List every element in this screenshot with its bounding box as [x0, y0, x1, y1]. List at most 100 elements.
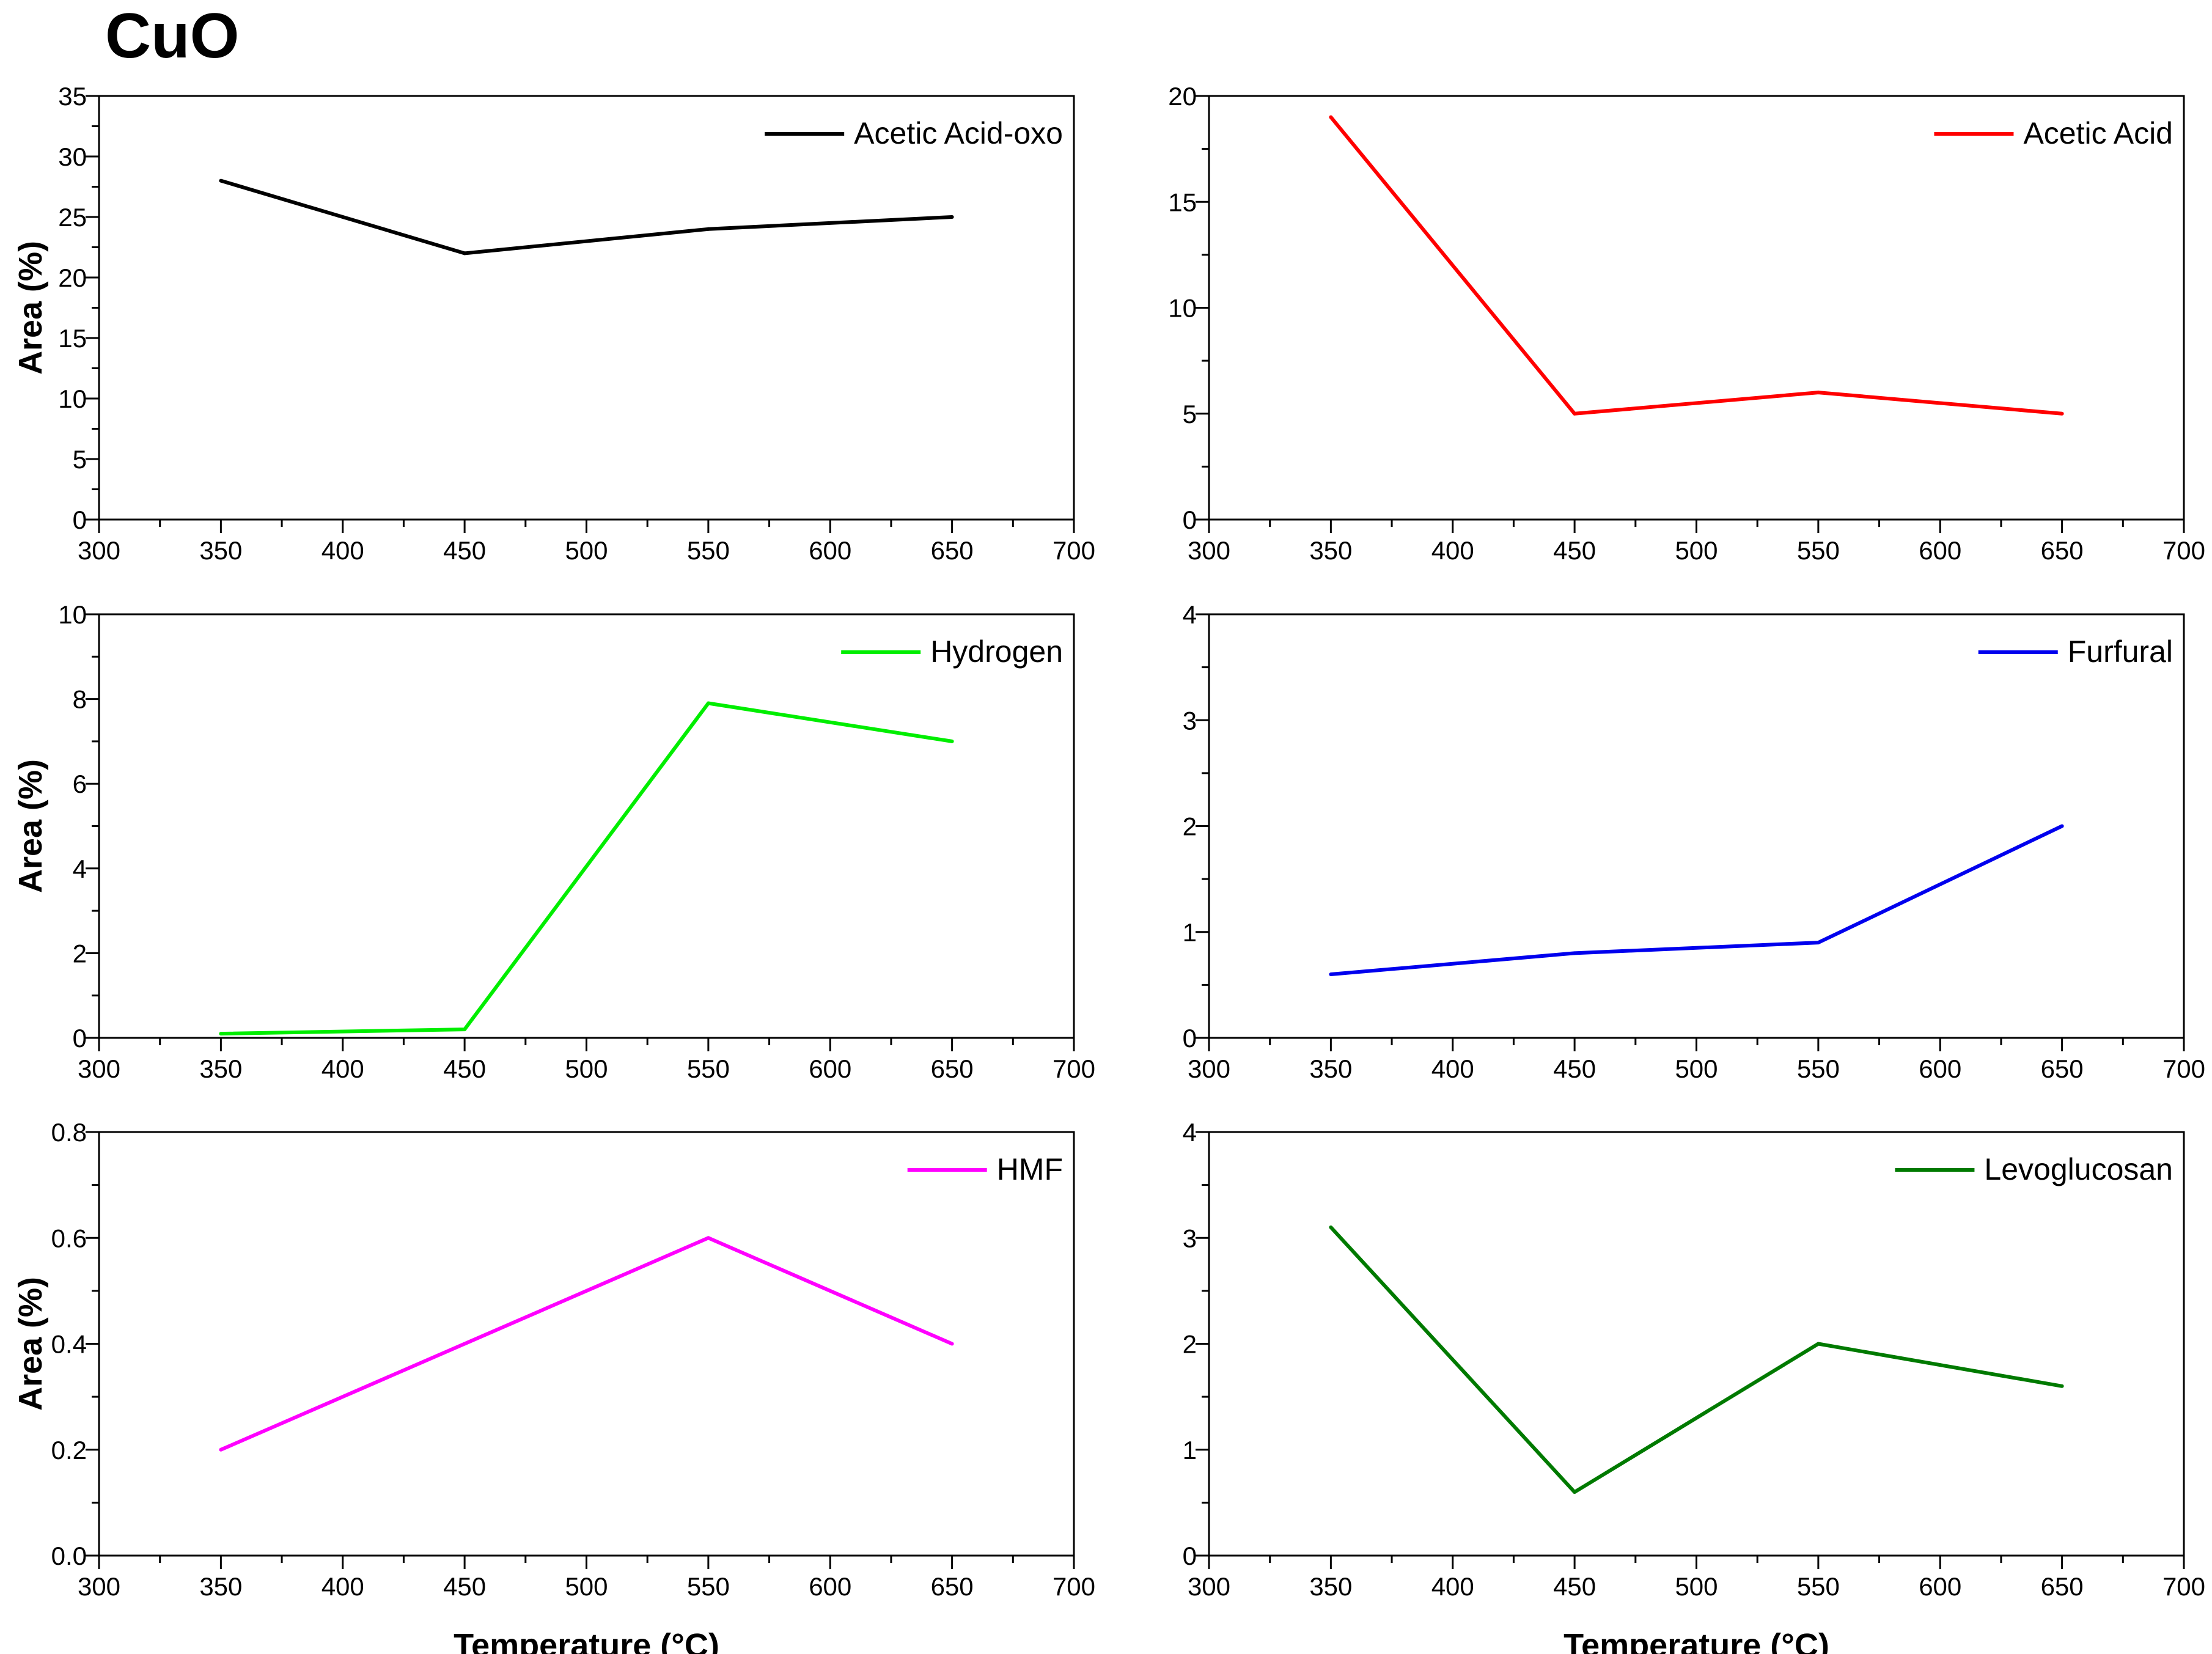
data-point	[219, 1447, 223, 1452]
y-tick-label: 20	[1168, 82, 1197, 111]
data-point	[219, 1032, 223, 1036]
x-tick-label: 600	[809, 1572, 851, 1601]
x-tick-label: 350	[199, 1572, 242, 1601]
x-tick-label: 500	[1675, 1054, 1718, 1083]
y-tick-label: 25	[58, 203, 87, 232]
x-tick-label: 350	[199, 1054, 242, 1083]
x-tick-label: 650	[2041, 536, 2084, 565]
x-tick-label: 550	[1797, 536, 1840, 565]
x-tick-label: 450	[443, 1054, 486, 1083]
y-tick-label: 0	[73, 1024, 87, 1053]
data-point	[1816, 941, 1820, 945]
data-point	[1329, 972, 1333, 977]
y-tick-label: 5	[1183, 400, 1197, 428]
y-tick-label: 3	[1183, 706, 1197, 735]
data-point	[950, 215, 954, 219]
x-tick-label: 450	[1553, 1572, 1596, 1601]
x-tick-label: 400	[1431, 1572, 1474, 1601]
series-line	[1331, 824, 2063, 976]
y-tick-label: 5	[73, 445, 87, 474]
x-tick-label: 450	[443, 536, 486, 565]
x-tick-label: 350	[199, 536, 242, 565]
y-axis-title: Area (%)	[12, 759, 49, 893]
legend-label: Hydrogen	[930, 634, 1063, 669]
chart-panel-2: 300 350 400 450 500 550 600 650 700 0 5 10 15 20 Aceti…	[1168, 82, 2205, 565]
data-point	[1573, 1490, 1577, 1494]
data-point	[1329, 1225, 1333, 1229]
x-tick-label: 600	[809, 1054, 851, 1083]
y-tick-label: 0.0	[51, 1542, 87, 1570]
x-tick-label: 400	[322, 1054, 364, 1083]
legend-label: Levoglucosan	[1984, 1152, 2173, 1186]
x-tick-label: 500	[565, 1572, 608, 1601]
x-tick-label: 400	[322, 1572, 364, 1601]
y-tick-label: 15	[58, 324, 87, 353]
x-tick-label: 300	[78, 1572, 120, 1601]
plot-frame	[98, 95, 1075, 521]
x-tick-label: 600	[1919, 536, 1961, 565]
data-point	[706, 227, 710, 231]
x-tick-label: 500	[1675, 1572, 1718, 1601]
x-tick-label: 550	[1797, 1054, 1840, 1083]
x-tick-label: 550	[687, 536, 730, 565]
y-tick-label: 10	[58, 384, 87, 413]
x-tick-label: 300	[1188, 1572, 1230, 1601]
y-tick-label: 2	[1183, 1330, 1197, 1359]
x-tick-label: 700	[2162, 1572, 2205, 1601]
x-tick-label: 350	[1309, 1054, 1352, 1083]
x-tick-label: 400	[1431, 1054, 1474, 1083]
figure-title: CuO	[105, 1, 240, 72]
data-point	[706, 1236, 710, 1240]
series-line	[1329, 116, 2062, 416]
y-tick-label: 0.8	[51, 1118, 87, 1147]
x-tick-label: 600	[1919, 1054, 1961, 1083]
y-tick-label: 2	[1183, 812, 1197, 841]
y-axis-title: Area (%)	[12, 1277, 49, 1411]
data-point	[1816, 391, 1820, 395]
y-tick-label: 4	[1183, 1118, 1197, 1147]
series-line	[220, 178, 952, 255]
data-point	[1573, 951, 1577, 955]
x-tick-label: 550	[1797, 1572, 1840, 1601]
series-line	[220, 1236, 953, 1452]
data-point	[219, 178, 223, 183]
x-tick-label: 550	[687, 1054, 730, 1083]
data-point	[1816, 1342, 1820, 1346]
y-tick-label: 15	[1168, 188, 1197, 216]
y-tick-label: 0.6	[51, 1224, 87, 1252]
x-tick-label: 350	[1309, 536, 1352, 565]
y-tick-label: 20	[58, 263, 87, 292]
x-tick-label: 700	[2162, 1054, 2205, 1083]
x-tick-label: 500	[565, 536, 608, 565]
y-tick-label: 1	[1183, 1436, 1197, 1465]
data-point	[1573, 411, 1577, 416]
x-tick-label: 650	[931, 1572, 974, 1601]
x-tick-label: 700	[1053, 536, 1095, 565]
x-tick-label: 600	[809, 536, 851, 565]
legend-label: Acetic Acid	[2023, 116, 2173, 150]
plot-frame	[98, 1131, 1075, 1557]
plot-frame	[1208, 95, 2185, 521]
data-point	[1329, 115, 1333, 119]
x-tick-label: 600	[1919, 1572, 1961, 1601]
x-tick-label: 300	[1188, 1054, 1230, 1083]
y-tick-label: 4	[73, 855, 87, 883]
y-tick-label: 0.2	[51, 1436, 87, 1465]
data-point	[2060, 411, 2064, 416]
x-tick-label: 450	[1553, 536, 1596, 565]
data-point	[463, 251, 467, 255]
data-point	[463, 1027, 467, 1032]
x-tick-label: 400	[322, 536, 364, 565]
x-tick-label: 500	[565, 1054, 608, 1083]
series-line	[221, 701, 953, 1036]
x-tick-label: 650	[931, 536, 974, 565]
legend-label: HMF	[997, 1152, 1063, 1186]
y-axis-title: Area (%)	[12, 241, 49, 375]
y-tick-label: 10	[1168, 294, 1197, 323]
data-point	[706, 701, 710, 705]
data-point	[2060, 1384, 2064, 1388]
y-tick-label: 2	[73, 939, 87, 968]
plot-frame	[98, 613, 1075, 1039]
x-tick-label: 300	[1188, 536, 1230, 565]
y-tick-label: 1	[1183, 918, 1197, 947]
